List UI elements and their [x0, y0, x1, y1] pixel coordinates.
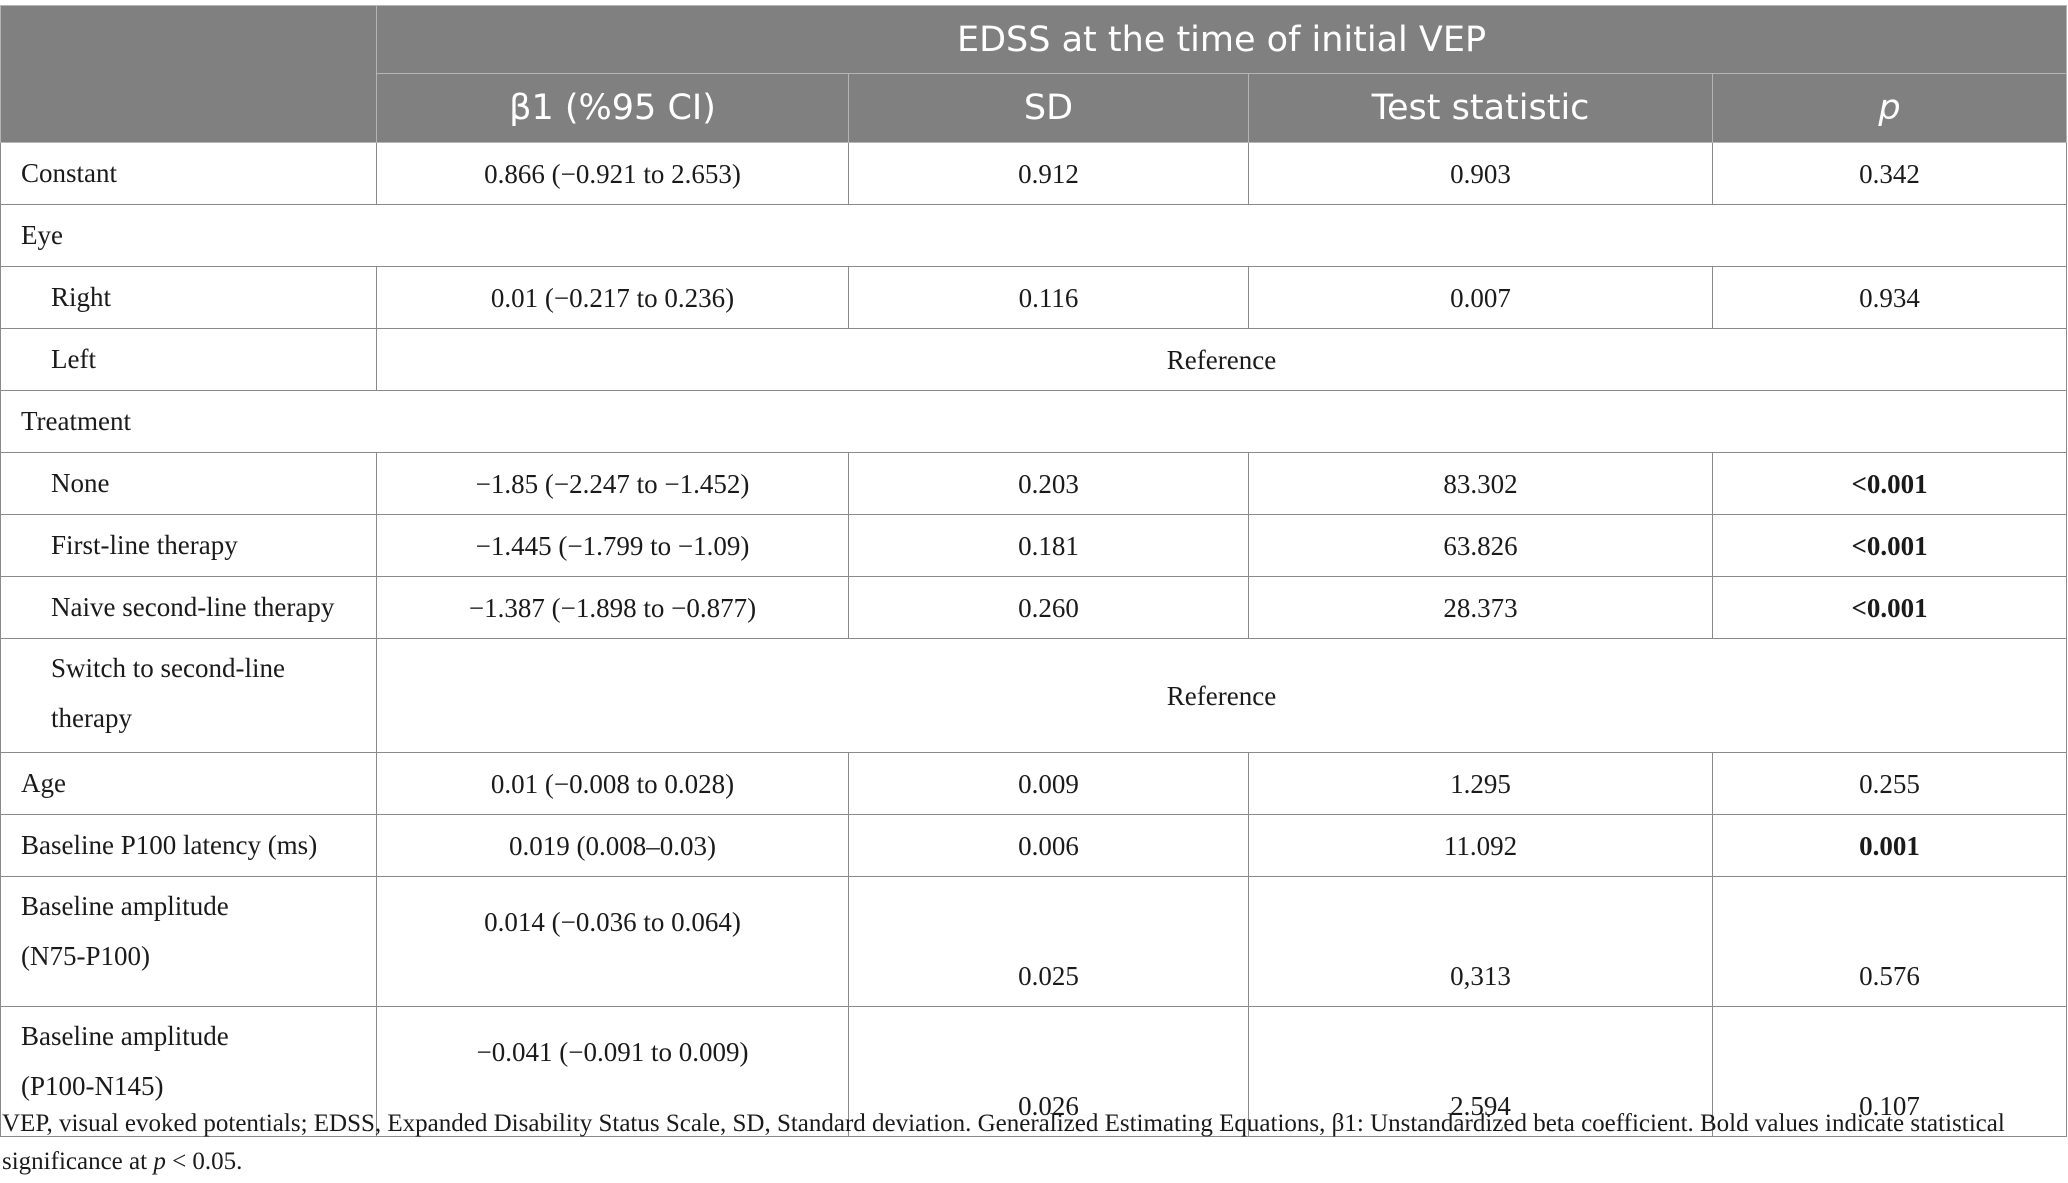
- cell-sd: 0.181: [848, 514, 1249, 577]
- footnote-threshold: < 0.05.: [165, 1148, 243, 1175]
- cell-sd: 0.203: [848, 452, 1249, 515]
- cell-p: 0.934: [1711, 266, 2068, 329]
- table-row-left: Left Reference: [0, 328, 2068, 391]
- cell-p: 0.107: [1711, 1006, 2068, 1137]
- row-label-line-2: (N75-P100): [21, 941, 150, 971]
- row-label-line-1: Switch to second-line: [51, 653, 285, 683]
- table-row-right: Right 0.01 (−0.217 to 0.236) 0.116 0.007…: [0, 266, 2068, 329]
- cell-p: 0.255: [1711, 752, 2068, 815]
- table-body: Constant 0.866 (−0.921 to 2.653) 0.912 0…: [0, 142, 2068, 1137]
- cell-p-significant: <0.001: [1711, 576, 2068, 639]
- cell-p-significant: <0.001: [1711, 514, 2068, 577]
- cell-test-statistic: 2.594: [1248, 1006, 1713, 1137]
- table-row-first-line: First-line therapy −1.445 (−1.799 to −1.…: [0, 514, 2068, 577]
- row-label: Naive second-line therapy: [0, 576, 377, 639]
- column-header-p: p: [1711, 73, 2068, 143]
- cell-sd: 0.116: [848, 266, 1249, 329]
- table-row-constant: Constant 0.866 (−0.921 to 2.653) 0.912 0…: [0, 142, 2068, 205]
- cell-test-statistic: 0.007: [1248, 266, 1713, 329]
- cell-sd: 0.026: [848, 1006, 1249, 1137]
- footnote-p-symbol: p: [153, 1148, 166, 1175]
- row-label: Baseline P100 latency (ms): [0, 814, 377, 877]
- cell-sd: 0.912: [848, 142, 1249, 205]
- row-label-line-1: Baseline amplitude: [21, 1021, 229, 1051]
- cell-p-significant: 0.001: [1711, 814, 2068, 877]
- reference-cell: Reference: [375, 638, 2068, 753]
- cell-beta: −1.445 (−1.799 to −1.09): [376, 514, 849, 577]
- cell-test-statistic: 63.826: [1248, 514, 1713, 577]
- header-blank-cell: [0, 5, 377, 143]
- row-label-line-1: Baseline amplitude: [21, 891, 229, 921]
- cell-sd: 0.260: [848, 576, 1249, 639]
- row-label: Left: [0, 328, 377, 391]
- regression-table: EDSS at the time of initial VEP β1 (%95 …: [0, 5, 2068, 1137]
- row-label-line-2: (P100-N145): [21, 1071, 164, 1101]
- table-header: EDSS at the time of initial VEP β1 (%95 …: [0, 5, 2068, 143]
- table-row-treatment-group: Treatment: [0, 390, 2068, 453]
- column-header-sd: SD: [848, 73, 1249, 143]
- row-label: Baseline amplitude (N75-P100): [0, 876, 377, 1007]
- group-label: Eye: [0, 204, 2068, 267]
- reference-cell: Reference: [375, 328, 2068, 391]
- column-header-beta: β1 (%95 CI): [376, 73, 849, 143]
- cell-test-statistic: 0.903: [1248, 142, 1713, 205]
- cell-test-statistic: 28.373: [1248, 576, 1713, 639]
- table-row-age: Age 0.01 (−0.008 to 0.028) 0.009 1.295 0…: [0, 752, 2068, 815]
- table-row-amplitude-n75-p100: Baseline amplitude (N75-P100) 0.014 (−0.…: [0, 876, 2068, 1007]
- row-label: Age: [0, 752, 377, 815]
- header-group-title: EDSS at the time of initial VEP: [375, 5, 2068, 74]
- cell-p-significant: <0.001: [1711, 452, 2068, 515]
- row-label: First-line therapy: [0, 514, 377, 577]
- cell-test-statistic: 83.302: [1248, 452, 1713, 515]
- row-label: Baseline amplitude (P100-N145): [0, 1006, 377, 1137]
- cell-sd: 0.006: [848, 814, 1249, 877]
- table-row-none: None −1.85 (−2.247 to −1.452) 0.203 83.3…: [0, 452, 2068, 515]
- row-label: Constant: [0, 142, 377, 205]
- row-label-line-2: therapy: [51, 703, 132, 733]
- header-row-columns: β1 (%95 CI) SD Test statistic p: [1, 73, 2068, 143]
- cell-p: 0.576: [1711, 876, 2068, 1007]
- cell-beta: 0.01 (−0.008 to 0.028): [376, 752, 849, 815]
- cell-sd: 0.025: [848, 876, 1249, 1007]
- cell-test-statistic: 11.092: [1248, 814, 1713, 877]
- cell-beta: 0.014 (−0.036 to 0.064): [376, 876, 849, 1007]
- table-row-amplitude-p100-n145: Baseline amplitude (P100-N145) −0.041 (−…: [0, 1006, 2068, 1137]
- cell-sd: 0.009: [848, 752, 1249, 815]
- regression-table-container: EDSS at the time of initial VEP β1 (%95 …: [0, 5, 2068, 1137]
- table-row-switch-second-line: Switch to second-line therapy Reference: [0, 638, 2068, 753]
- row-label: None: [0, 452, 377, 515]
- table-row-p100-latency: Baseline P100 latency (ms) 0.019 (0.008–…: [0, 814, 2068, 877]
- cell-beta: 0.01 (−0.217 to 0.236): [376, 266, 849, 329]
- cell-test-statistic: 0,313: [1248, 876, 1713, 1007]
- group-label: Treatment: [0, 390, 2068, 453]
- cell-beta: −1.85 (−2.247 to −1.452): [376, 452, 849, 515]
- cell-beta: −0.041 (−0.091 to 0.009): [376, 1006, 849, 1137]
- cell-beta: 0.866 (−0.921 to 2.653): [376, 142, 849, 205]
- header-row-group: EDSS at the time of initial VEP: [0, 5, 2068, 143]
- table-row-naive-second-line: Naive second-line therapy −1.387 (−1.898…: [0, 576, 2068, 639]
- row-label: Right: [0, 266, 377, 329]
- column-header-test-statistic: Test statistic: [1248, 73, 1713, 143]
- cell-beta: 0.019 (0.008–0.03): [376, 814, 849, 877]
- footnote-text: VEP, visual evoked potentials; EDSS, Exp…: [2, 1110, 2005, 1175]
- cell-test-statistic: 1.295: [1248, 752, 1713, 815]
- table-footnote: VEP, visual evoked potentials; EDSS, Exp…: [2, 1105, 2062, 1181]
- row-label: Switch to second-line therapy: [0, 638, 377, 753]
- cell-p: 0.342: [1711, 142, 2068, 205]
- cell-beta: −1.387 (−1.898 to −0.877): [376, 576, 849, 639]
- table-row-eye-group: Eye: [0, 204, 2068, 267]
